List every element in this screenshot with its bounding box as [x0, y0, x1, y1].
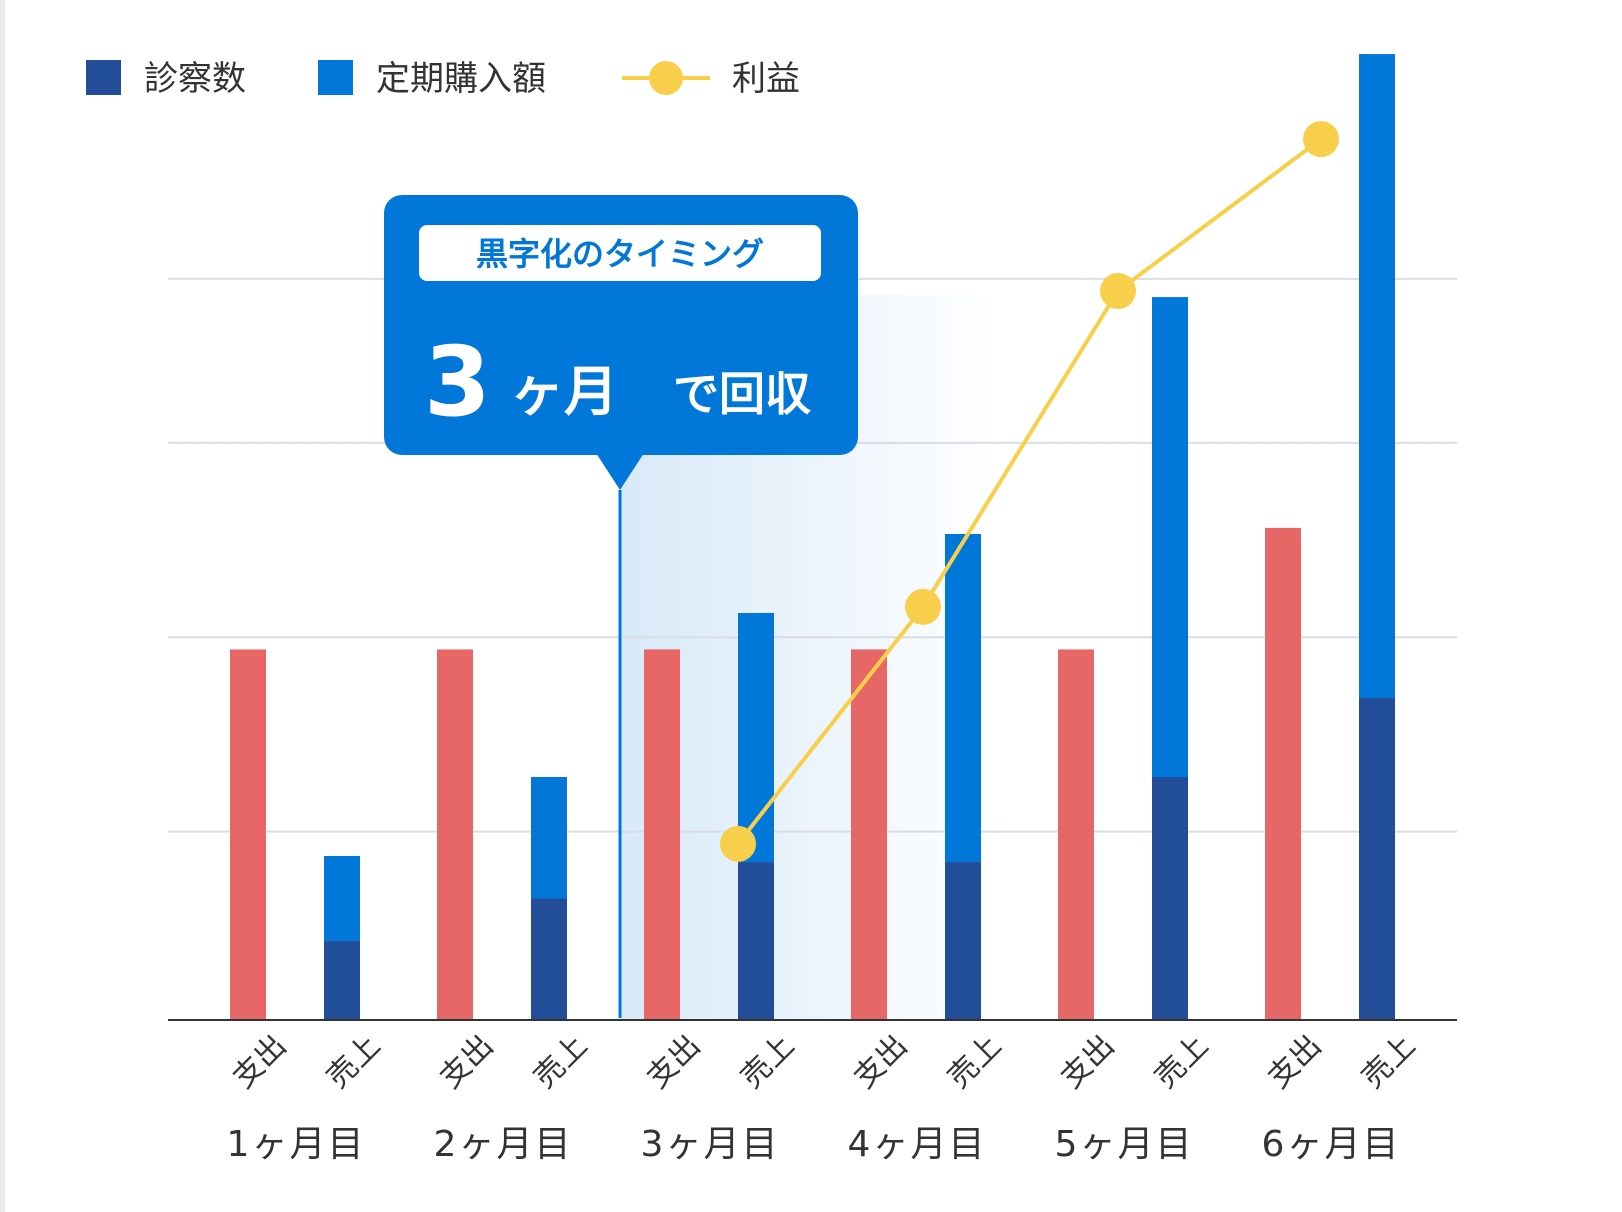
- legend-swatch-subscription: [318, 60, 353, 95]
- x-tick-label: 支出: [226, 1028, 293, 1095]
- bar-visits: [945, 862, 981, 1020]
- legend-swatch-visits: [86, 60, 121, 95]
- x-tick-label: 支出: [433, 1028, 500, 1095]
- profit-point: [1100, 273, 1136, 309]
- month-label: 6ヶ月目: [1262, 1124, 1401, 1165]
- x-tick-label: 売上: [941, 1028, 1008, 1095]
- bar-subscription: [1359, 54, 1395, 699]
- month-label: 3ヶ月目: [641, 1124, 780, 1165]
- x-tick-label: 売上: [320, 1028, 387, 1095]
- bar-visits: [1152, 777, 1188, 1020]
- bar-visits: [531, 898, 567, 1020]
- breakeven-callout: 黒字化のタイミング 3 ヶ月 で回収: [384, 195, 858, 490]
- x-tick-label: 支出: [847, 1028, 914, 1095]
- legend-label-profit: 利益: [732, 59, 800, 99]
- page-border: [0, 0, 5, 1212]
- callout-unit: ヶ月: [510, 360, 618, 423]
- legend-label-subscription: 定期購入額: [376, 59, 546, 99]
- legend-dot-profit: [649, 61, 683, 95]
- bar-subscription: [738, 612, 774, 863]
- profit-line: [736, 137, 1323, 846]
- bar-subscription: [945, 534, 981, 863]
- bar-subscription: [324, 855, 360, 942]
- profit-point: [720, 825, 756, 862]
- bar-expense: [1058, 649, 1094, 1020]
- profit-point: [905, 588, 941, 625]
- month-label: 5ヶ月目: [1055, 1124, 1194, 1165]
- bar-expense: [1265, 527, 1301, 1020]
- callout-tag-box: [419, 225, 821, 281]
- x-tick-label: 売上: [527, 1028, 594, 1095]
- bar-visits: [738, 862, 774, 1020]
- profit-series: [720, 121, 1339, 862]
- x-tick-label: 売上: [1355, 1028, 1422, 1095]
- x-tick-label: 支出: [1054, 1028, 1121, 1095]
- bar-expense: [230, 649, 266, 1020]
- profit-point: [1303, 121, 1339, 158]
- callout-number: 3: [424, 326, 491, 438]
- x-tick-label: 売上: [1148, 1028, 1215, 1095]
- callout-tag-text: 黒字化のタイミング: [476, 235, 764, 273]
- bar-subscription: [531, 777, 567, 899]
- bar-visits: [1359, 698, 1395, 1020]
- bar-expense: [851, 649, 887, 1020]
- month-label: 1ヶ月目: [227, 1124, 366, 1165]
- callout-pointer: [596, 453, 644, 490]
- x-tick-label: 支出: [1261, 1028, 1328, 1095]
- legend-label-visits: 診察数: [144, 59, 246, 99]
- bar-subscription: [1152, 297, 1188, 777]
- x-tick-label: 売上: [734, 1028, 801, 1095]
- month-label: 4ヶ月目: [848, 1124, 987, 1165]
- bars: [230, 54, 1395, 1020]
- callout-suffix: で回収: [673, 367, 811, 421]
- bar-expense: [644, 649, 680, 1020]
- x-tick-label: 支出: [640, 1028, 707, 1095]
- legend: 診察数 定期購入額 利益: [86, 59, 800, 99]
- month-label: 2ヶ月目: [434, 1124, 573, 1165]
- bar-expense: [437, 649, 473, 1020]
- bar-visits: [324, 941, 360, 1020]
